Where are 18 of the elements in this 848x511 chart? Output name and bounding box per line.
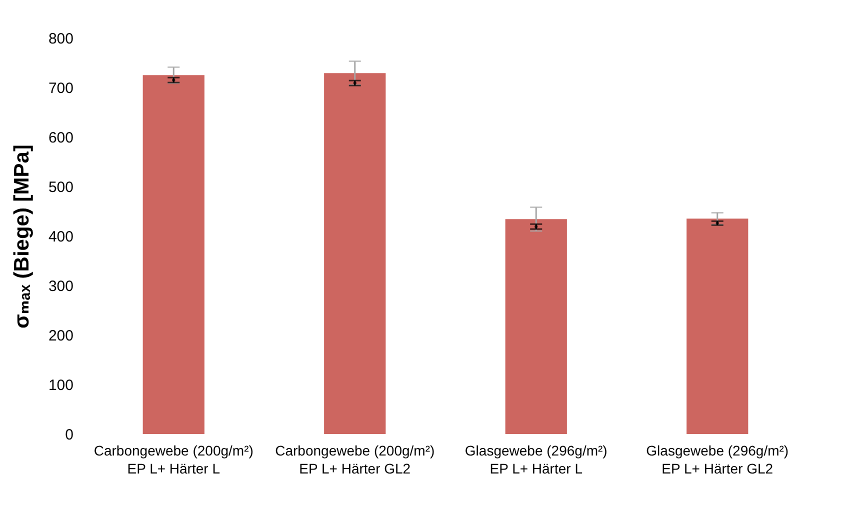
y-tick-label: 500	[48, 179, 74, 196]
y-tick-label: 200	[48, 328, 74, 344]
x-tick-label: Glasgewebe (296g/m²) EP L+ Härter GL2	[646, 442, 789, 476]
bar	[686, 218, 748, 434]
x-tick-label: Carbongewebe (200g/m²) EP L+ Härter L	[94, 442, 254, 476]
y-tick-label: 400	[48, 228, 74, 246]
y-tick-label: 300	[48, 278, 74, 295]
y-axis-title: σₘₐₓ (Biege) [MPa]	[10, 144, 34, 328]
bar	[324, 73, 386, 434]
y-tick-label: 600	[48, 130, 74, 146]
bar	[142, 75, 204, 434]
bar	[505, 219, 567, 434]
y-tick-label: 0	[65, 426, 74, 444]
y-tick-label: 700	[48, 80, 74, 97]
x-tick-label: Glasgewebe (296g/m²) EP L+ Härter L	[464, 442, 608, 476]
y-tick-label: 100	[48, 377, 74, 394]
y-tick-label: 800	[48, 30, 74, 48]
x-tick-label: Carbongewebe (200g/m²) EP L+ Härter GL2	[275, 442, 435, 476]
